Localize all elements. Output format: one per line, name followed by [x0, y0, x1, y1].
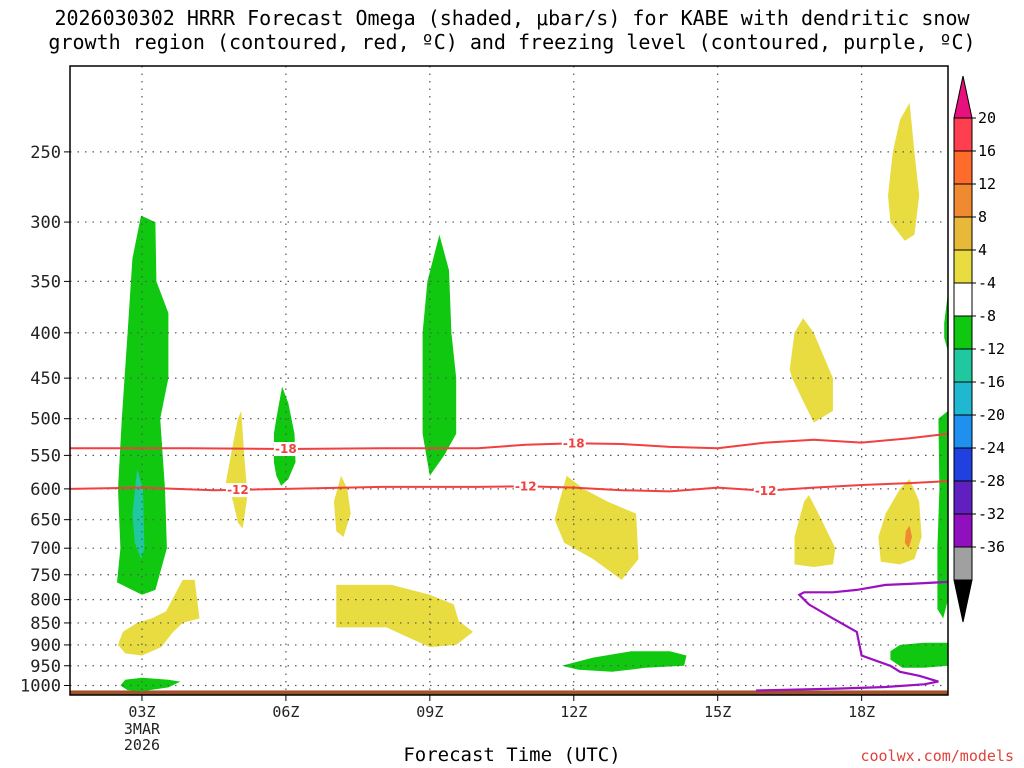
freezing-level-contour	[756, 580, 949, 692]
colorbar-over-triangle	[953, 75, 973, 119]
y-tick-label-550: 550	[30, 446, 61, 466]
y-tick-label-300: 300	[30, 213, 61, 233]
y-tick-label-800: 800	[30, 591, 61, 611]
omega-region-yellow-07z-small	[333, 475, 351, 537]
contour-label--18: -18	[275, 442, 297, 456]
x-axis-label: Forecast Time (UTC)	[403, 744, 621, 766]
colorbar-tick-label: -20	[978, 406, 1005, 424]
contour-label--12: -12	[515, 479, 537, 493]
omega-region-yellow-12z	[554, 475, 639, 580]
colorbar-tick-label: 20	[978, 109, 996, 127]
chart-title-line-1: 2026030302 HRRR Forecast Omega (shaded, …	[54, 6, 970, 30]
contour-label--18: -18	[563, 436, 585, 450]
x-tick-label-18Z: 18Z	[848, 703, 875, 721]
omega-region-teal-core-03z	[132, 469, 145, 559]
x-tick-sublabel: 3MAR	[124, 720, 161, 738]
colorbar-tick-label: -36	[978, 538, 1005, 556]
omega-shading-layer	[117, 102, 948, 692]
y-tick-label-950: 950	[30, 657, 61, 677]
colorbar-tick-label: -32	[978, 505, 1005, 523]
y-tick-label-350: 350	[30, 272, 61, 292]
ground-fill	[70, 690, 948, 695]
colorbar-tick-label: -24	[978, 439, 1005, 457]
colorbar-tick-label: -16	[978, 373, 1005, 391]
y-tick-label-1000: 1000	[20, 676, 61, 696]
contour-layer: -18 -18 -12 -12 -12	[69, 432, 949, 692]
contour-label-bg	[561, 436, 586, 451]
omega-region-yellow-19z-upper	[888, 102, 920, 241]
omega-region-green-19z-low	[890, 642, 948, 668]
colorbar-swatch	[953, 117, 973, 152]
contour-label-bg	[225, 483, 250, 498]
axes-layer: 2503003504004505005506006507007508008509…	[20, 65, 949, 754]
omega-region-green-column-03z	[117, 215, 169, 595]
y-tick-label-600: 600	[30, 480, 61, 500]
chart-title: 2026030302 HRRR Forecast Omega (shaded, …	[0, 6, 1024, 54]
y-tick-label-900: 900	[30, 636, 61, 656]
x-tick-label-06Z: 06Z	[272, 703, 299, 721]
colorbar-swatch	[953, 414, 973, 449]
x-tick-label-12Z: 12Z	[560, 703, 587, 721]
colorbar-tick-label: -12	[978, 340, 1005, 358]
temperature-contour--18	[70, 432, 949, 451]
contour-label-bg	[273, 442, 298, 457]
omega-region-green-09z	[422, 234, 457, 476]
omega-region-green-right-upper	[944, 292, 948, 352]
contour-label--12: -12	[227, 483, 249, 497]
colorbar-tick-label: -28	[978, 472, 1005, 490]
colorbar-tick-label: -4	[978, 274, 996, 292]
colorbar-tick-label: 16	[978, 142, 996, 160]
y-tick-label-650: 650	[30, 511, 61, 531]
temperature-contour--12	[69, 480, 949, 493]
omega-region-orange-dot-19z	[904, 525, 912, 549]
colorbar-swatch	[953, 447, 973, 482]
omega-region-yellow-900-03z	[118, 579, 200, 656]
omega-region-green-13z	[561, 651, 687, 672]
colorbar-tick-label: 8	[978, 208, 987, 226]
omega-region-yellow-05z	[225, 410, 248, 529]
colorbar-swatch	[953, 282, 973, 317]
y-tick-label-850: 850	[30, 614, 61, 634]
y-tick-label-500: 500	[30, 410, 61, 430]
omega-region-yellow-17z-upper	[789, 318, 833, 423]
omega-region-green-blob-1000	[120, 677, 181, 692]
y-tick-label-250: 250	[30, 143, 61, 163]
colorbar-swatch	[953, 348, 973, 383]
colorbar-swatch	[953, 381, 973, 416]
colorbar: 20 16 12 8 4 -4 -8 -12 -16 -20 -24 -28 -32 -36	[953, 75, 1005, 623]
colorbar-tick-label: -8	[978, 307, 996, 325]
omega-region-yellow-17z-lower	[794, 495, 836, 567]
omega-region-yellow-08z-820	[336, 584, 473, 648]
y-tick-label-700: 700	[30, 539, 61, 559]
contour-label-bg	[513, 479, 538, 494]
credit-text: coolwx.com/models	[860, 747, 1014, 765]
y-tick-label-450: 450	[30, 369, 61, 389]
x-tick-label-15Z: 15Z	[704, 703, 731, 721]
y-tick-label-400: 400	[30, 324, 61, 344]
colorbar-swatch	[953, 546, 973, 581]
ground-layer	[70, 690, 948, 695]
colorbar-swatch	[953, 150, 973, 185]
contour-label-bg	[753, 483, 778, 498]
colorbar-swatch	[953, 315, 973, 350]
contour-label--12: -12	[755, 484, 777, 498]
x-tick-label-09Z: 09Z	[416, 703, 443, 721]
omega-region-green-06z	[273, 386, 296, 486]
colorbar-swatch	[953, 216, 973, 251]
colorbar-swatch	[953, 513, 973, 548]
colorbar-tick-label: 12	[978, 175, 996, 193]
chart-title-line-2: growth region (contoured, red, ºC) and f…	[48, 30, 976, 54]
x-tick-sublabel: 2026	[124, 736, 160, 754]
omega-region-green-right-edge	[937, 410, 948, 619]
colorbar-under-triangle	[953, 579, 973, 623]
omega-region-yellow-19z-lower	[878, 479, 922, 565]
y-tick-label-750: 750	[30, 566, 61, 586]
plot-frame	[69, 65, 949, 696]
colorbar-tick-label: 4	[978, 241, 987, 259]
x-tick-label-03Z: 03Z	[128, 703, 155, 721]
colorbar-swatch	[953, 480, 973, 515]
colorbar-swatch	[953, 249, 973, 284]
colorbar-swatch	[953, 183, 973, 218]
